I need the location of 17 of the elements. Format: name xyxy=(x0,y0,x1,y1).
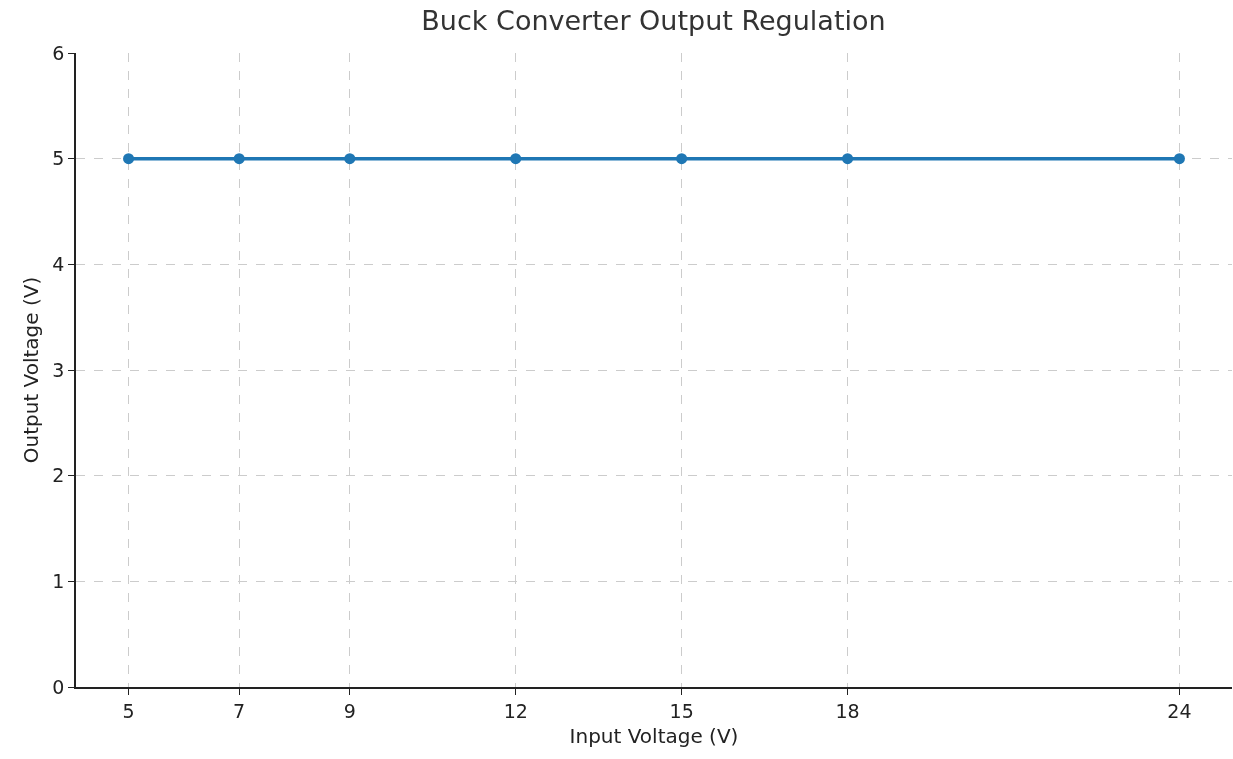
chart-title: Buck Converter Output Regulation xyxy=(421,5,886,37)
x-tick-label: 12 xyxy=(503,699,528,722)
x-tick-label: 24 xyxy=(1167,699,1192,722)
x-tick-label: 18 xyxy=(835,699,860,722)
y-tick-label: 4 xyxy=(52,252,65,275)
x-axis-title: Input Voltage (V) xyxy=(569,723,739,748)
y-tick-label: 5 xyxy=(52,147,65,170)
y-tick-label: 6 xyxy=(52,41,65,64)
y-tick-label: 1 xyxy=(52,569,65,592)
x-tick-label: 15 xyxy=(669,699,694,722)
y-tick-label: 3 xyxy=(52,358,65,381)
x-tick-label: 9 xyxy=(343,699,356,722)
x-tick-label: 7 xyxy=(233,699,246,722)
x-tick-label: 5 xyxy=(122,699,135,722)
y-tick-label: 2 xyxy=(52,464,65,487)
y-tick-label: 0 xyxy=(52,675,65,698)
y-axis-title: Output Voltage (V) xyxy=(19,276,44,464)
